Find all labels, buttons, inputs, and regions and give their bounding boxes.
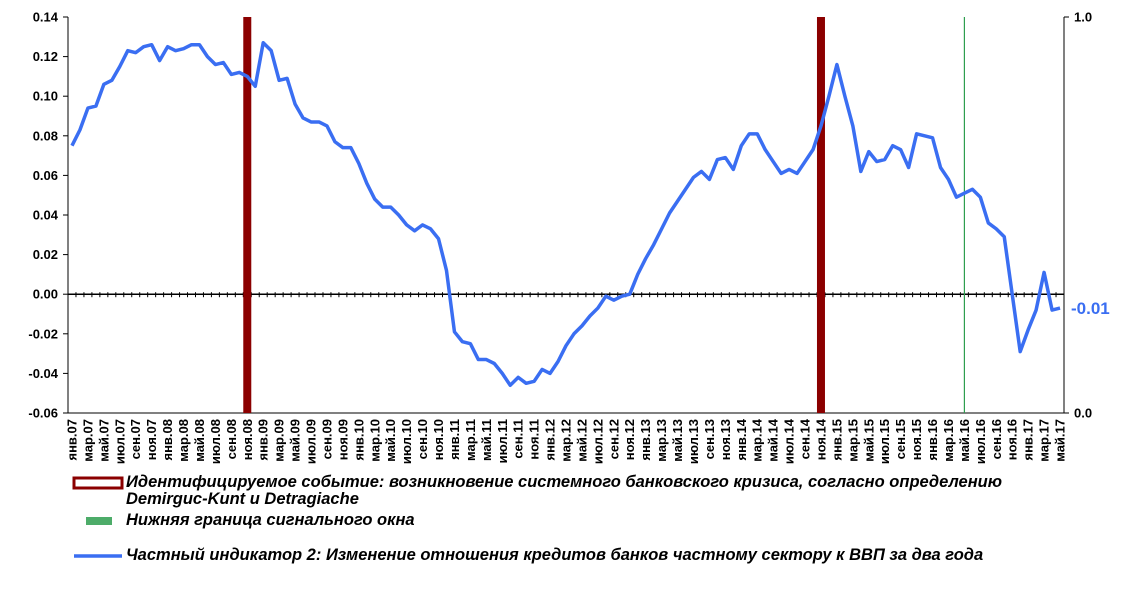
y-tick-label: -0.06: [28, 406, 58, 421]
y-tick-label: 0.08: [33, 128, 58, 143]
x-tick-label: ноя.14: [813, 418, 828, 460]
x-tick-label: май.11: [479, 419, 494, 461]
y-tick-label: -0.04: [28, 366, 58, 381]
x-tick-label: май.15: [861, 419, 876, 462]
x-tick-label: янв.09: [256, 419, 271, 461]
x-tick-label: мар.08: [176, 419, 191, 462]
indicator-line: [70, 40, 1061, 388]
x-tick-label: янв.10: [351, 419, 366, 461]
y-tick-label: 0.00: [33, 287, 58, 302]
x-tick-label: июл.10: [399, 419, 414, 464]
x-tick-label: ноя.13: [718, 419, 733, 460]
legend-item: Частный индикатор 2: Изменение отношения…: [72, 547, 1072, 564]
x-tick-label: янв.11: [447, 419, 462, 460]
x-tick-label: мар.07: [80, 419, 95, 462]
x-tick-label: июл.11: [495, 419, 510, 463]
y-tick-label: 0.06: [33, 168, 58, 183]
x-tick-label: мар.15: [845, 419, 860, 462]
legend-label: Частный индикатор 2: Изменение отношения…: [126, 546, 984, 564]
legend-swatch: [72, 476, 124, 490]
y-tick-label: 0.12: [33, 49, 58, 64]
x-tick-label: сен.14: [798, 418, 813, 459]
x-tick-label: янв.08: [160, 419, 175, 461]
y2-tick-label: 0.0: [1074, 406, 1092, 421]
x-tick-label: янв.12: [543, 419, 558, 461]
x-tick-label: июл.08: [208, 419, 223, 464]
x-tick-label: июл.14: [782, 418, 797, 464]
legend-swatch: [86, 517, 112, 525]
x-tick-label: мар.14: [750, 418, 765, 461]
x-tick-label: мар.10: [367, 419, 382, 462]
x-tick-label: май.13: [670, 419, 685, 462]
x-tick-label: сен.08: [224, 419, 239, 459]
x-tick-label: янв.15: [829, 419, 844, 461]
x-tick-label: янв.16: [925, 419, 940, 461]
x-tick-label: июл.13: [686, 419, 701, 464]
x-tick-label: янв.07: [64, 419, 79, 461]
x-tick-label: июл.09: [304, 419, 319, 464]
event-bar: [816, 17, 825, 413]
x-tick-label: мар.16: [941, 419, 956, 462]
x-tick-label: мар.11: [463, 419, 478, 461]
legend-box: [86, 517, 112, 525]
y-tick-label: 0.14: [33, 10, 59, 25]
x-tick-label: мар.13: [654, 419, 669, 462]
event-bar: [963, 17, 965, 413]
x-tick-label: июл.12: [590, 419, 605, 464]
x-tick-label: май.16: [957, 419, 972, 462]
y-tick-label: 0.02: [33, 247, 58, 262]
legend-label: Нижняя граница сигнального окна: [126, 511, 415, 529]
x-tick-label: ноя.09: [335, 419, 350, 460]
y2-tick-label: 1.0: [1074, 10, 1092, 25]
legend-swatch: [74, 554, 122, 558]
x-tick-label: июл.16: [973, 419, 988, 464]
x-tick-label: май.17: [1053, 419, 1068, 462]
x-tick-label: ноя.11: [527, 419, 542, 460]
x-tick-label: май.14: [766, 418, 781, 462]
x-tick-label: июл.15: [877, 419, 892, 464]
x-tick-label: май.12: [574, 419, 589, 462]
legend-item: Нижняя граница сигнального окна: [72, 512, 1072, 529]
x-tick-label: сен.10: [415, 419, 430, 459]
x-tick-label: ноя.07: [144, 419, 159, 460]
x-tick-label: ноя.16: [1005, 419, 1020, 460]
x-tick-label: сен.09: [319, 419, 334, 459]
x-tick-label: май.10: [383, 419, 398, 462]
x-tick-label: сен.12: [606, 419, 621, 459]
value-label: -0.01: [1071, 299, 1110, 318]
x-tick-label: сен.15: [893, 419, 908, 459]
x-tick-label: ноя.10: [431, 419, 446, 460]
x-tick-label: мар.12: [559, 419, 574, 462]
x-tick-label: сен.16: [989, 419, 1004, 459]
event-bar: [243, 17, 252, 413]
x-tick-label: мар.09: [272, 419, 287, 462]
chart: -0.06 -0.04 -0.02 0.00 0.02 0.04 0.06 0.08 0.10 0…: [28, 10, 1110, 465]
x-tick-label: ноя.12: [622, 419, 637, 460]
legend-item: Идентифицируемое событие: возникновение …: [72, 474, 1072, 508]
x-tick-label: июл.07: [112, 419, 127, 464]
x-tick-label: май.07: [96, 419, 111, 462]
x-tick-label: ноя.15: [909, 419, 924, 460]
y-tick-label: 0.04: [33, 208, 59, 223]
legend: Идентифицируемое событие: возникновение …: [72, 474, 1072, 568]
x-tick-label: сен.07: [128, 419, 143, 459]
x-tick-label: ноя.08: [240, 419, 255, 460]
y-tick-label: 0.10: [33, 89, 58, 104]
x-tick-label: мар.17: [1037, 419, 1052, 462]
x-tick-label: сен.11: [511, 419, 526, 459]
x-tick-label: сен.13: [702, 419, 717, 459]
x-tick-label: янв.13: [638, 419, 653, 461]
x-tick-label: янв.17: [1021, 419, 1036, 461]
x-tick-label: май.09: [288, 419, 303, 462]
legend-label: Идентифицируемое событие: возникновение …: [126, 473, 1003, 508]
x-tick-label: май.08: [192, 419, 207, 462]
legend-box: [72, 476, 124, 490]
x-tick-label: янв.14: [734, 418, 749, 460]
y-tick-label: -0.02: [28, 326, 58, 341]
